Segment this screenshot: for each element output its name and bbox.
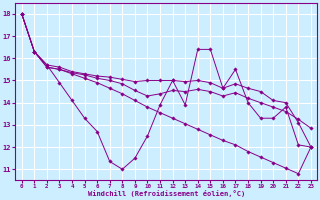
- X-axis label: Windchill (Refroidissement éolien,°C): Windchill (Refroidissement éolien,°C): [88, 190, 245, 197]
